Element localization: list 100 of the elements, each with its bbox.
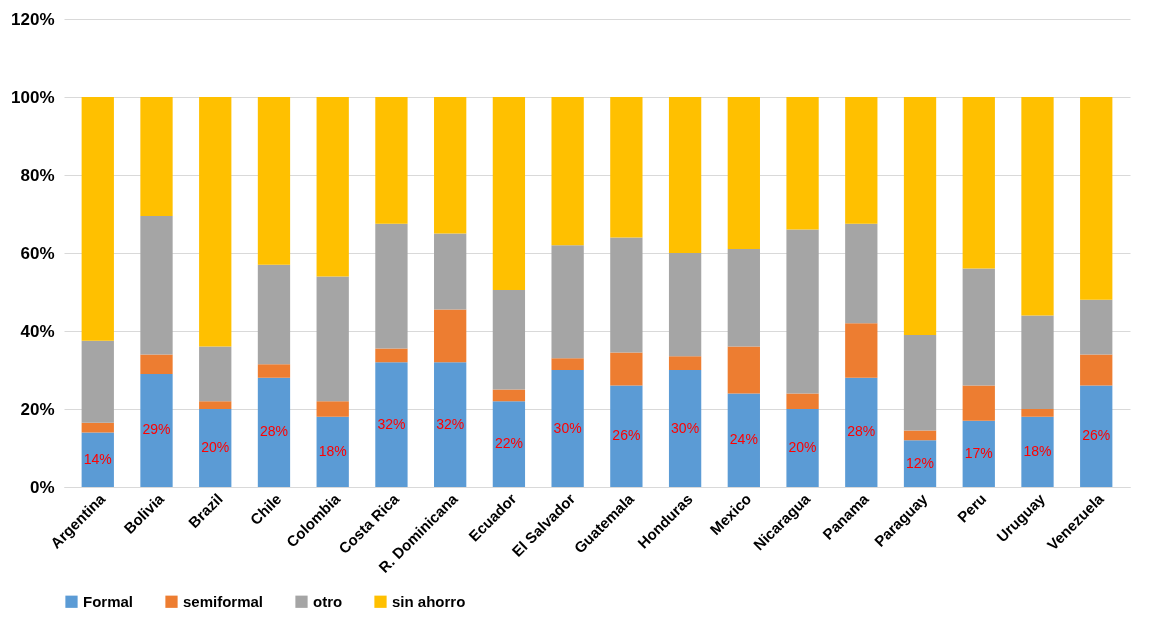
bar <box>551 358 584 370</box>
y-tick-label: 40% <box>20 321 55 341</box>
bar <box>610 237 643 353</box>
bar <box>1021 97 1054 316</box>
bar <box>1080 354 1113 386</box>
bar <box>81 97 114 341</box>
data-label: 12% <box>906 454 935 471</box>
bar <box>492 389 526 402</box>
bar <box>962 385 995 421</box>
data-label: 26% <box>1082 427 1111 444</box>
bar <box>257 97 291 265</box>
bar <box>551 370 584 487</box>
bar <box>610 97 643 238</box>
y-tick-label: 120% <box>11 9 55 29</box>
bar <box>257 264 291 365</box>
y-tick-label: 20% <box>20 399 55 419</box>
bar <box>199 97 232 347</box>
bar <box>727 346 760 394</box>
data-label: 30% <box>553 419 582 436</box>
bar <box>434 97 467 234</box>
data-label: 14% <box>83 450 112 467</box>
bar <box>668 356 702 370</box>
bar <box>1080 97 1113 300</box>
bar <box>903 430 937 441</box>
bar <box>81 340 114 423</box>
bar <box>786 229 819 394</box>
data-label: 32% <box>436 415 465 432</box>
bar <box>962 97 995 269</box>
bar <box>492 97 526 291</box>
bar <box>199 346 232 402</box>
bar <box>668 253 702 357</box>
data-label: 20% <box>201 439 230 455</box>
data-label: 28% <box>847 423 876 440</box>
bar <box>199 401 232 409</box>
y-tick-label: 80% <box>20 165 55 185</box>
data-label: 20% <box>788 439 817 455</box>
data-label: 24% <box>729 431 758 448</box>
bar <box>492 401 526 487</box>
y-tick-label: 60% <box>20 243 55 263</box>
bar <box>316 416 349 487</box>
data-label: 18% <box>318 442 347 459</box>
bar <box>551 245 584 359</box>
data-label: 29% <box>142 421 171 438</box>
bar <box>610 352 643 386</box>
bar <box>375 223 408 349</box>
y-tick-label: 0% <box>29 477 55 497</box>
bar <box>316 401 349 417</box>
y-tick-label: 100% <box>11 87 55 107</box>
data-label: 18% <box>1023 442 1052 459</box>
bar <box>492 290 526 390</box>
bar <box>434 362 467 487</box>
bar <box>434 233 467 310</box>
bar <box>786 97 819 230</box>
bar <box>962 420 995 487</box>
data-label: 28% <box>259 423 288 440</box>
data-label: 22% <box>494 435 523 452</box>
bar <box>375 362 408 487</box>
bar <box>786 409 819 487</box>
bar <box>375 97 408 224</box>
bar <box>140 354 173 374</box>
bar <box>903 97 937 335</box>
bar <box>727 97 760 250</box>
bar <box>81 432 114 487</box>
bar <box>140 215 173 355</box>
bar <box>1021 409 1054 417</box>
bar <box>668 97 702 253</box>
data-label: 30% <box>671 419 700 436</box>
bar <box>140 97 173 216</box>
bar <box>375 348 408 363</box>
legend-label: sin ahorro <box>392 592 466 610</box>
bar <box>1021 315 1054 409</box>
bar <box>845 377 878 487</box>
bar <box>140 373 173 487</box>
bar <box>903 334 937 431</box>
bar <box>727 393 760 487</box>
bar <box>845 323 878 378</box>
data-label: 26% <box>612 427 641 444</box>
bar <box>257 377 291 487</box>
bar <box>845 97 878 224</box>
legend-label: otro <box>313 592 343 610</box>
bar <box>610 385 643 487</box>
bar <box>199 409 232 487</box>
bar <box>845 223 878 324</box>
legend-label: semiformal <box>183 592 264 610</box>
bar <box>727 249 760 347</box>
bar <box>81 422 114 433</box>
bar <box>1080 299 1113 355</box>
bar <box>668 370 702 487</box>
bar <box>316 276 349 402</box>
bar <box>434 309 467 363</box>
legend-label: Formal <box>83 592 134 610</box>
bar <box>1080 385 1113 487</box>
data-label: 17% <box>964 444 993 461</box>
bar <box>316 97 349 277</box>
bar <box>257 364 291 378</box>
bar <box>551 97 584 246</box>
data-label: 32% <box>377 415 406 432</box>
bar <box>962 268 995 386</box>
bar <box>1021 416 1054 487</box>
bar <box>786 393 819 409</box>
